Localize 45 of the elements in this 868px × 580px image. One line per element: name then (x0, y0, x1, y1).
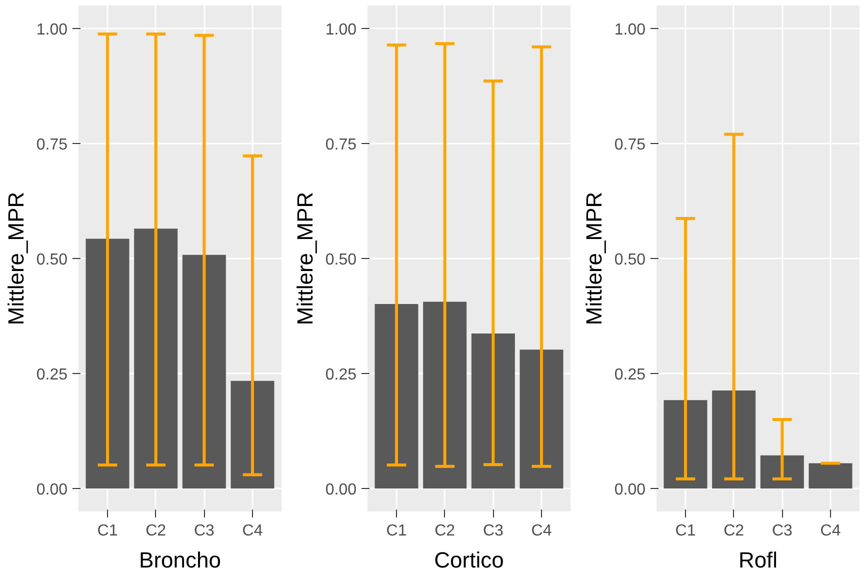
bar (471, 333, 515, 488)
y-tick-label: 0.00 (36, 482, 68, 498)
x-tick-label: C4 (242, 522, 263, 540)
x-axis-title: Rofl (738, 548, 778, 572)
x-tick-label: C1 (97, 522, 118, 540)
y-tick-label: 0.50 (614, 252, 646, 268)
y-tick-label: 1.00 (614, 22, 646, 38)
bar (664, 400, 708, 488)
bar (230, 380, 274, 488)
y-tick-label: 0.75 (614, 136, 646, 154)
bar (423, 302, 467, 488)
bar (374, 304, 418, 488)
y-tick-label: 0.25 (36, 366, 68, 384)
y-tick-label: 0.75 (325, 136, 357, 154)
y-tick-label: 0.00 (614, 482, 646, 498)
x-tick-label: C3 (194, 522, 214, 540)
y-tick-label: 0.25 (325, 366, 357, 384)
bar (712, 390, 756, 488)
x-tick-label: C2 (146, 522, 166, 540)
bar (182, 254, 226, 488)
x-tick-label: C4 (820, 522, 841, 540)
x-tick-label: C2 (724, 522, 744, 540)
x-tick-label: C3 (482, 522, 504, 540)
bar (520, 350, 564, 488)
x-tick-label: C1 (675, 522, 696, 540)
x-axis-title: Broncho (139, 548, 221, 572)
y-axis-title: Mittlere_MPR (3, 192, 28, 326)
bar (86, 238, 130, 488)
y-tick-label: 0.25 (614, 366, 646, 384)
y-tick-label: 1.00 (36, 22, 68, 38)
x-axis-title: Cortico (434, 548, 504, 572)
y-tick-label: 0.00 (325, 482, 357, 498)
y-axis-title: Mittlere_MPR (292, 192, 318, 326)
x-tick-label: C1 (386, 522, 407, 540)
y-tick-label: 0.75 (36, 136, 68, 154)
y-tick-label: 1.00 (325, 22, 357, 38)
x-tick-label: C3 (772, 522, 792, 540)
y-tick-label: 0.50 (325, 252, 357, 268)
x-tick-label: C4 (531, 522, 552, 540)
y-tick-label: 0.50 (36, 252, 68, 268)
x-tick-label: C2 (434, 522, 456, 540)
bar (760, 455, 804, 488)
bar (134, 228, 178, 488)
y-axis-title: Mittlere_MPR (581, 192, 606, 326)
bar (808, 463, 852, 488)
